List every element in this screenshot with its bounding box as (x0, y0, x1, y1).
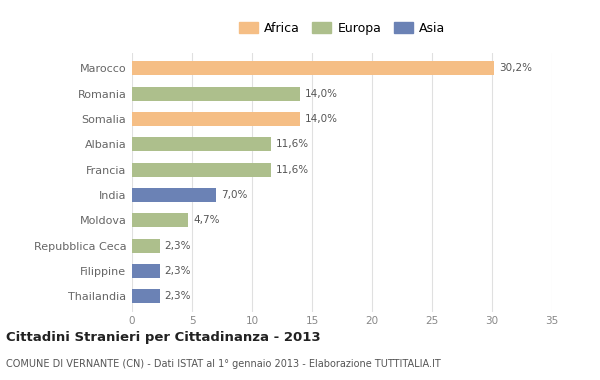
Bar (132, 214, 188, 227)
Bar (132, 264, 160, 278)
Bar (132, 163, 271, 177)
Legend: Africa, Europa, Asia: Africa, Europa, Asia (235, 18, 449, 39)
Text: 7,0%: 7,0% (221, 190, 247, 200)
Text: 2,3%: 2,3% (164, 291, 191, 301)
Bar (132, 138, 271, 151)
Text: 14,0%: 14,0% (305, 89, 338, 99)
Text: 2,3%: 2,3% (164, 266, 191, 276)
Text: COMUNE DI VERNANTE (CN) - Dati ISTAT al 1° gennaio 2013 - Elaborazione TUTTITALI: COMUNE DI VERNANTE (CN) - Dati ISTAT al … (6, 359, 441, 369)
Bar (132, 62, 494, 75)
Text: 11,6%: 11,6% (276, 165, 309, 175)
Text: 30,2%: 30,2% (499, 63, 532, 73)
Bar (132, 112, 300, 126)
Text: 4,7%: 4,7% (193, 215, 220, 225)
Text: 2,3%: 2,3% (164, 241, 191, 251)
Bar (132, 188, 216, 202)
Bar (132, 290, 160, 303)
Text: 11,6%: 11,6% (276, 139, 309, 149)
Text: Cittadini Stranieri per Cittadinanza - 2013: Cittadini Stranieri per Cittadinanza - 2… (6, 331, 320, 344)
Text: 14,0%: 14,0% (305, 114, 338, 124)
Bar (132, 239, 160, 253)
Bar (132, 87, 300, 101)
